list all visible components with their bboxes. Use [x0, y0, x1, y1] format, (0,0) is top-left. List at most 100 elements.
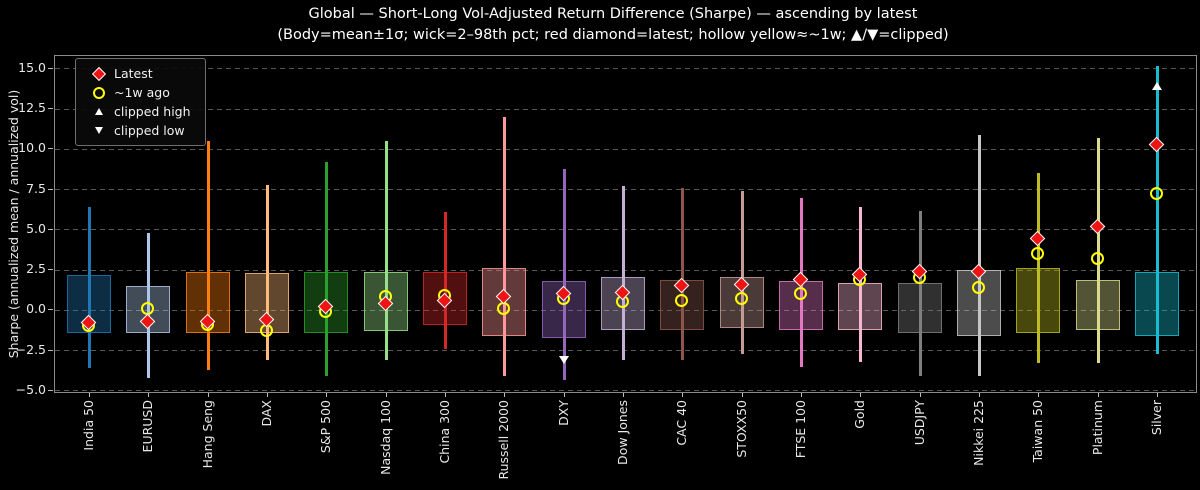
legend-item: clipped low [84, 121, 191, 140]
wick [325, 162, 328, 377]
latest-diamond-icon [91, 66, 107, 81]
wick [503, 117, 506, 377]
x-tick-mark [208, 393, 209, 397]
legend-item: Latest [84, 64, 191, 83]
y-tick-label: 12.5 [18, 100, 46, 116]
y-tick-mark [48, 67, 53, 69]
y-tick-label: 15.0 [18, 59, 46, 75]
x-tick-mark [1157, 393, 1158, 397]
week-ago-circle-icon [93, 86, 105, 99]
gridline [55, 309, 1196, 311]
x-tick-label: EURUSD [140, 400, 155, 453]
latest-marker [1089, 218, 1106, 234]
clipped-high-icon [95, 108, 103, 115]
x-tick-label: Taiwan 50 [1030, 400, 1045, 463]
legend-label: Latest [114, 66, 153, 81]
x-tick-label: FTSE 100 [793, 400, 808, 459]
x-tick-label: Russell 2000 [496, 400, 511, 480]
legend-label: clipped high [114, 104, 191, 119]
x-tick-label: USDJPY [912, 400, 927, 446]
gridline [55, 108, 1196, 110]
wick [88, 207, 91, 369]
y-tick-label: 0.0 [26, 301, 46, 317]
x-tick-mark [148, 393, 149, 397]
x-tick-mark [1038, 393, 1039, 397]
clipped-high-icon [1152, 81, 1162, 90]
week-ago-marker [1031, 246, 1044, 260]
legend-marker-cell [84, 127, 114, 134]
y-tick-mark [48, 389, 53, 391]
gridline [55, 189, 1196, 191]
y-tick-label: 5.0 [26, 220, 46, 236]
x-tick-label: CAC 40 [674, 400, 689, 446]
y-tick-mark [48, 188, 53, 190]
x-tick-label: Silver [1149, 400, 1164, 436]
x-tick-mark [386, 393, 387, 397]
x-tick-mark [1098, 393, 1099, 397]
legend-item: ~1w ago [84, 83, 191, 102]
wick [444, 212, 447, 349]
wick [266, 184, 269, 361]
x-tick-label: STOXX50 [734, 400, 749, 458]
chart-title: Global — Short-Long Vol-Adjusted Return … [308, 6, 918, 22]
wick [741, 191, 744, 354]
chart-subtitle: (Body=mean±1σ; wick=2–98th pct; red diam… [277, 27, 949, 43]
latest-marker [1029, 231, 1046, 247]
wick [1037, 173, 1040, 364]
legend-marker-cell [84, 108, 114, 115]
x-tick-mark [742, 393, 743, 397]
y-tick-mark [48, 108, 53, 110]
wick [563, 168, 566, 380]
week-ago-marker [972, 280, 985, 294]
wick [385, 141, 388, 361]
x-tick-mark [504, 393, 505, 397]
x-tick-mark [979, 393, 980, 397]
x-tick-label: DXY [556, 400, 571, 426]
y-tick-mark [48, 228, 53, 230]
x-tick-label: Dow Jones [615, 400, 630, 465]
y-tick-mark [48, 349, 53, 351]
x-tick-mark [920, 393, 921, 397]
x-tick-mark [682, 393, 683, 397]
y-tick-label: 7.5 [26, 180, 46, 196]
gridline [55, 229, 1196, 231]
figure: Global — Short-Long Vol-Adjusted Return … [6, 6, 1197, 480]
legend-marker-cell [84, 86, 114, 99]
legend-label: clipped low [114, 123, 185, 138]
y-tick-mark [48, 309, 53, 311]
y-tick-label: 10.0 [18, 140, 46, 156]
y-tick-label: −5.0 [15, 381, 46, 397]
plot-area: India 50 EURUSD Hang Seng DAX S&P 500 Nasdaq … [54, 55, 1197, 480]
y-tick-mark [48, 269, 53, 271]
x-tick-mark [623, 393, 624, 397]
y-tick-mark [48, 148, 53, 150]
legend-item: clipped high [84, 102, 191, 121]
week-ago-marker [675, 293, 688, 307]
week-ago-marker [794, 287, 807, 301]
gridline [55, 269, 1196, 271]
x-tick-mark [564, 393, 565, 397]
x-tick-mark [801, 393, 802, 397]
legend-label: ~1w ago [114, 85, 170, 100]
x-tick-mark [445, 393, 446, 397]
wick [207, 141, 210, 370]
legend: Latest ~1w ago clipped high clipped low [75, 58, 206, 146]
x-tick-label: Hang Seng [200, 400, 215, 469]
week-ago-marker [735, 292, 748, 306]
x-tick-label: S&P 500 [318, 400, 333, 454]
week-ago-marker [1150, 187, 1163, 201]
x-tick-label: China 300 [437, 400, 452, 464]
x-tick-label: India 50 [81, 400, 96, 451]
wick [978, 134, 981, 377]
wick [1156, 65, 1159, 354]
gridline [55, 148, 1196, 150]
x-tick-label: Nikkei 225 [971, 400, 986, 466]
x-tick-mark [89, 393, 90, 397]
x-tick-label: Platinum [1090, 400, 1105, 456]
gridline [55, 390, 1196, 392]
x-tick-mark [267, 393, 268, 397]
x-tick-mark [860, 393, 861, 397]
wick [1097, 138, 1100, 364]
y-tick-label: −2.5 [15, 341, 46, 357]
x-tick-mark [326, 393, 327, 397]
